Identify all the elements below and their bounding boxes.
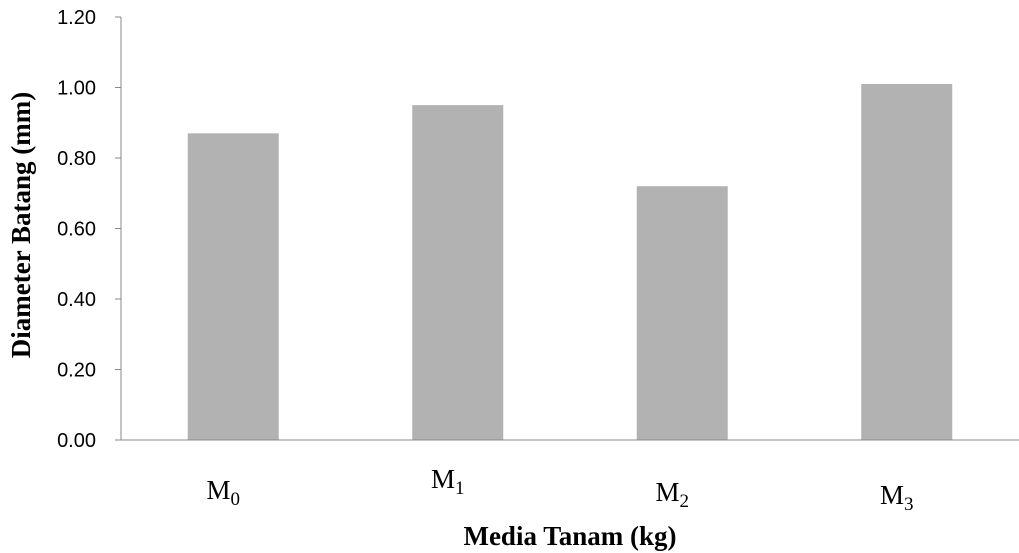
- x-tick-label: M3: [880, 480, 914, 515]
- y-axis-title: Diameter Batang (mm): [6, 92, 36, 358]
- y-axis-ticks: 0.00 0.20 0.40 0.60 0.80 1.00 1.20: [57, 7, 121, 452]
- bar: [861, 83, 953, 440]
- x-tick-label: M1: [431, 464, 465, 499]
- x-tick-label: M0: [206, 475, 240, 510]
- x-tick-label: M2: [655, 477, 689, 512]
- bar: [636, 186, 728, 440]
- y-tick-label: 0.60: [57, 219, 96, 241]
- y-tick-label: 0.00: [57, 430, 96, 452]
- y-tick-label: 0.80: [57, 148, 96, 170]
- bar: [187, 133, 279, 440]
- bar: [412, 105, 504, 440]
- y-tick-label: 1.00: [57, 78, 96, 100]
- y-tick-label: 0.40: [57, 289, 96, 311]
- y-tick-label: 1.20: [57, 7, 96, 29]
- y-tick-label: 0.20: [57, 360, 96, 382]
- bars: [187, 83, 953, 440]
- x-axis-labels: M0 M1 M2 M3: [206, 464, 913, 515]
- x-axis-title: Media Tanam (kg): [463, 521, 676, 551]
